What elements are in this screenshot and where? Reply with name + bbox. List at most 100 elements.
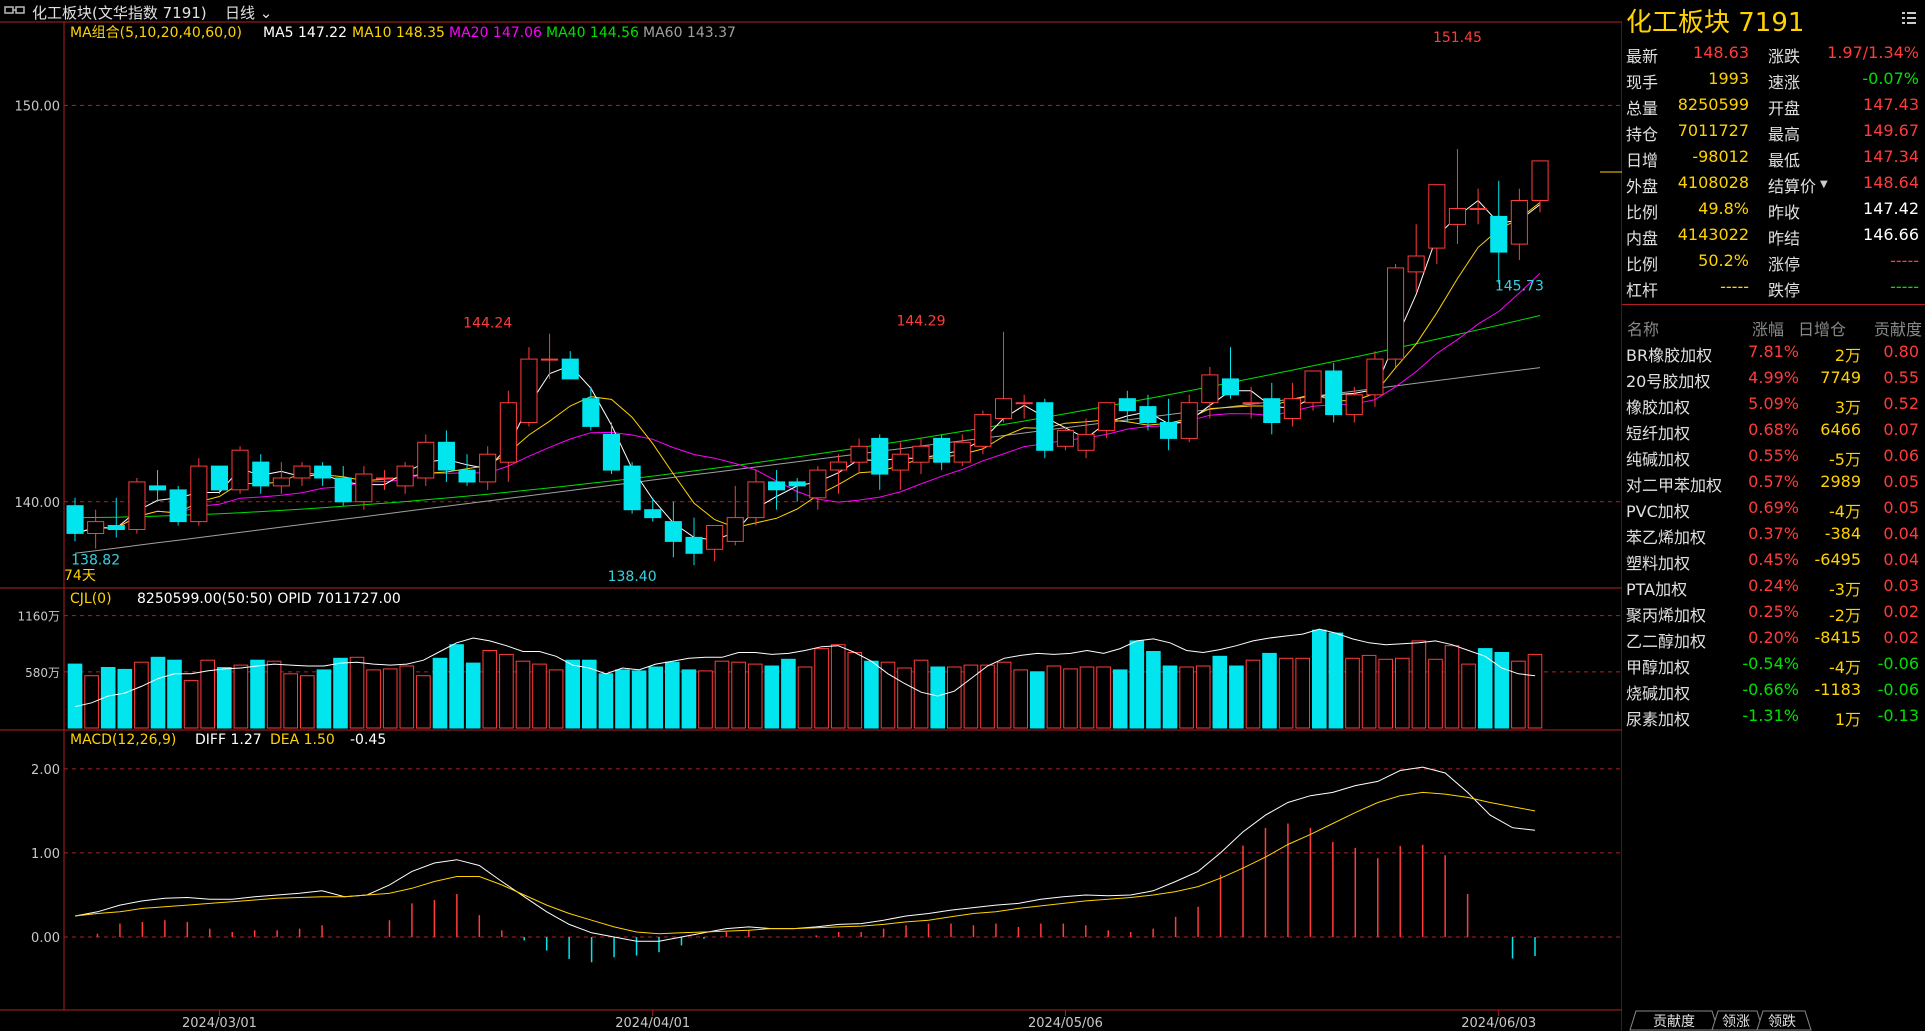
candle	[871, 434, 889, 490]
candle-body	[995, 398, 1013, 420]
candle	[1428, 184, 1446, 264]
constituent-change: 0.55%	[1748, 446, 1799, 465]
candle	[995, 331, 1013, 423]
caret-down-icon[interactable]: ▼	[1820, 179, 1828, 190]
quote-row: 杠杆 ----- 跌停 -----	[1622, 274, 1925, 300]
col-chg-header[interactable]: 涨幅	[1752, 320, 1785, 339]
macd-legend: MACD(12,26,9) DIFF 1.27 DEA 1.50 -0.45	[70, 732, 386, 748]
constituent-name: 20号胶加权	[1626, 372, 1711, 391]
bottom-tabs: 贡献度 领涨 领跌	[1622, 1010, 1925, 1031]
volume-bar	[1361, 654, 1377, 729]
quote-label: 总量	[1626, 99, 1659, 118]
constituent-contrib: 0.07	[1883, 420, 1919, 439]
quote-value: -----	[1720, 277, 1749, 296]
table-row[interactable]: 乙二醇加权 0.20% -8415 0.02	[1622, 625, 1925, 651]
candle-body	[169, 489, 187, 523]
macd-tick-label: 0.00	[31, 931, 60, 946]
col-contrib-header[interactable]: 贡献度	[1874, 320, 1923, 339]
quote-value: 49.8%	[1698, 199, 1749, 218]
quote-label: 跌停	[1768, 281, 1801, 300]
table-row[interactable]: 甲醇加权 -0.54% -4万 -0.06	[1622, 651, 1925, 677]
volume-bar	[1195, 665, 1211, 729]
volume-bar	[382, 668, 398, 729]
volume-bar	[183, 680, 199, 729]
constituent-contrib: 0.04	[1883, 550, 1919, 569]
title-bar: 化工板块(文华指数 7191) 日线 ⌄	[0, 0, 1620, 22]
constituent-name: 苯乙烯加权	[1626, 528, 1707, 547]
candle-body	[1345, 394, 1363, 416]
candle	[850, 438, 868, 475]
col-oi-header[interactable]: 日增仓	[1798, 320, 1847, 339]
volume-bar	[1179, 666, 1194, 729]
constituent-change: 0.24%	[1748, 576, 1799, 595]
volume-bar	[880, 661, 896, 729]
table-row[interactable]: 塑料加权 0.45% -6495 0.04	[1622, 547, 1925, 573]
candle-body	[1036, 402, 1054, 451]
volume-bar	[1013, 669, 1029, 729]
constituent-oi: -4万	[1829, 658, 1861, 677]
volume-bar	[333, 657, 348, 729]
vol-label[interactable]: CJL(0)	[70, 591, 112, 607]
candle	[768, 470, 786, 510]
quote-label: 最低	[1768, 151, 1801, 170]
volume-bars: 1160万 580万	[17, 610, 1622, 729]
menu-icon[interactable]	[1901, 10, 1917, 26]
volume-bar	[764, 665, 780, 729]
candle	[1160, 398, 1178, 451]
period-label: 日线	[225, 4, 256, 22]
candle	[66, 497, 84, 542]
quote-label: 结算价	[1768, 177, 1817, 196]
quote-value: 1.97/1.34%	[1827, 43, 1919, 62]
volume-bar	[515, 660, 531, 729]
table-row[interactable]: 橡胶加权 5.09% 3万 0.52	[1622, 391, 1925, 417]
volume-bar	[250, 659, 265, 729]
constituent-change: -0.54%	[1742, 654, 1799, 673]
col-name-header[interactable]: 名称	[1627, 320, 1660, 339]
candle-body	[314, 465, 332, 479]
constituent-name: PVC加权	[1626, 502, 1690, 521]
candle	[437, 430, 455, 482]
volume-bar	[432, 657, 448, 729]
table-row[interactable]: 20号胶加权 4.99% 7749 0.55	[1622, 365, 1925, 391]
candle	[1407, 224, 1425, 292]
ma-group-label[interactable]: MA组合(5,10,20,40,60,0)	[70, 25, 242, 41]
table-row[interactable]: 聚丙烯加权 0.25% -2万 0.02	[1622, 599, 1925, 625]
tab-leading-down[interactable]: 领跌	[1768, 1014, 1796, 1030]
macd-value: -0.45	[350, 732, 386, 748]
tab-contrib[interactable]: 贡献度	[1653, 1014, 1695, 1030]
table-row[interactable]: PTA加权 0.24% -3万 0.03	[1622, 573, 1925, 599]
volume-bar	[1162, 665, 1178, 729]
candle-body	[912, 445, 930, 463]
constituent-change: -0.66%	[1742, 680, 1799, 699]
candle	[602, 422, 621, 475]
kline-chart[interactable]: 150.00 140.00 151.45 144.24 144.29 145.73 138…	[0, 0, 1622, 1031]
candle-body	[1242, 402, 1260, 405]
candle-body	[1160, 422, 1178, 439]
constituent-name: PTA加权	[1626, 580, 1688, 599]
table-row[interactable]: 纯碱加权 0.55% -5万 0.06	[1622, 443, 1925, 469]
candle-body	[1407, 255, 1425, 273]
macd-label[interactable]: MACD(12,26,9)	[70, 732, 176, 748]
constituent-contrib: -0.06	[1877, 654, 1919, 673]
candle-body	[1531, 160, 1549, 201]
candle	[458, 454, 476, 486]
volume-bar	[67, 663, 83, 729]
table-row[interactable]: 苯乙烯加权 0.37% -384 0.04	[1622, 521, 1925, 547]
period-selector[interactable]: 日线 ⌄	[225, 2, 272, 23]
quote-label: 涨跌	[1768, 47, 1801, 66]
constituent-contrib: 0.55	[1883, 368, 1919, 387]
table-row[interactable]: 尿素加权 -1.31% 1万 -0.13	[1622, 703, 1925, 729]
volume-bar	[233, 664, 249, 729]
tab-leading-up[interactable]: 领涨	[1722, 1014, 1750, 1030]
price-axis: 150.00 140.00	[15, 99, 1622, 511]
constituent-contrib: 0.80	[1883, 342, 1919, 361]
table-row[interactable]: 烧碱加权 -0.66% -1183 -0.06	[1622, 677, 1925, 703]
table-row[interactable]: 对二甲苯加权 0.57% 2989 0.05	[1622, 469, 1925, 495]
table-row[interactable]: PVC加权 0.69% -4万 0.05	[1622, 495, 1925, 521]
table-row[interactable]: 短纤加权 0.68% 6466 0.07	[1622, 417, 1925, 443]
vol-values: 8250599.00(50:50) OPID 7011727.00	[137, 591, 401, 607]
candle-body	[747, 481, 765, 519]
table-row[interactable]: BR橡胶加权 7.81% 2万 0.80	[1622, 339, 1925, 365]
quote-value: 4143022	[1677, 225, 1749, 244]
quote-value: 149.67	[1863, 121, 1919, 140]
